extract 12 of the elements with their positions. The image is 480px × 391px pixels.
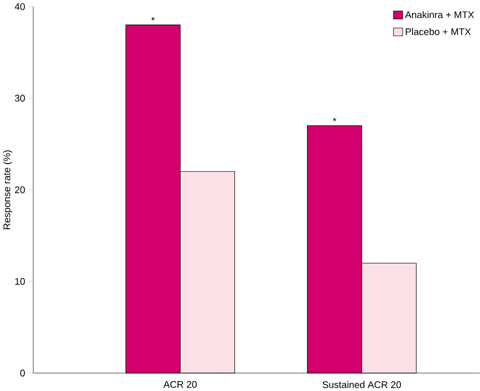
y-tick-label: 10: [15, 278, 25, 285]
y-tick-label: 30: [14, 94, 25, 102]
y-axis-title: Response rate (%): [3, 150, 12, 229]
annotation: *: [151, 16, 155, 20]
y-tick-label: 20: [15, 186, 25, 194]
annotation: *: [332, 118, 336, 122]
legend-label: Placebo + MTX: [406, 28, 471, 35]
y-tick-label: 40: [14, 3, 25, 10]
legend-label: Anakinra + MTX: [405, 10, 474, 18]
x-tick-label: Sustained ACR 20: [322, 380, 401, 388]
x-tick-label: ACR 20: [163, 380, 197, 388]
y-tick-label: 0: [20, 370, 25, 376]
